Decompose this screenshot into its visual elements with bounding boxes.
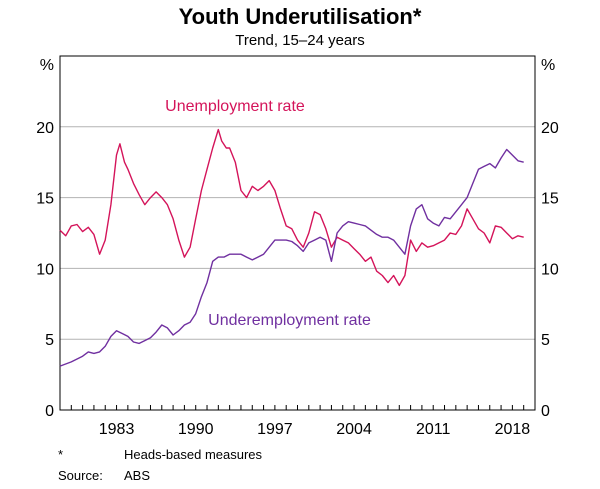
chart-subtitle: Trend, 15–24 years — [235, 32, 365, 49]
y-tick-label-right: 20 — [541, 120, 559, 137]
unemployment-rate-label: Unemployment rate — [165, 98, 305, 115]
footnote-marker: * — [58, 447, 64, 462]
footnote-text: Heads-based measures — [124, 447, 263, 462]
y-tick-label-right: 10 — [541, 261, 559, 278]
y-tick-label-right: 5 — [541, 332, 550, 349]
x-tick-label: 2018 — [495, 421, 531, 438]
x-tick-label: 2011 — [416, 421, 451, 438]
y-axis-label-right: % — [541, 57, 555, 74]
underemployment-rate-line — [59, 148, 524, 367]
x-tick-label: 2004 — [336, 421, 372, 438]
source-line: Source: ABS — [58, 468, 150, 483]
y-tick-label-left: 20 — [36, 120, 54, 137]
y-tick-label-right: 0 — [541, 403, 550, 420]
source-text: ABS — [124, 468, 151, 483]
y-tick-label-left: 15 — [36, 191, 54, 208]
y-tick-label-left: 10 — [36, 261, 54, 278]
y-axis-label-left: % — [40, 57, 54, 74]
y-tick-label-right: 15 — [541, 191, 559, 208]
y-tick-label-left: 0 — [45, 403, 54, 420]
y-tick-label-left: 5 — [45, 332, 54, 349]
underemployment-rate-label: Underemployment rate — [208, 312, 371, 329]
footnote: * Heads-based measures — [58, 447, 262, 462]
unemployment-rate-line — [59, 128, 524, 287]
x-tick-label: 1990 — [178, 421, 214, 438]
source-label: Source: — [58, 468, 103, 483]
chart-title: Youth Underutilisation* — [178, 4, 422, 29]
x-tick-label: 1983 — [99, 421, 135, 438]
x-tick-label: 1997 — [257, 421, 293, 438]
